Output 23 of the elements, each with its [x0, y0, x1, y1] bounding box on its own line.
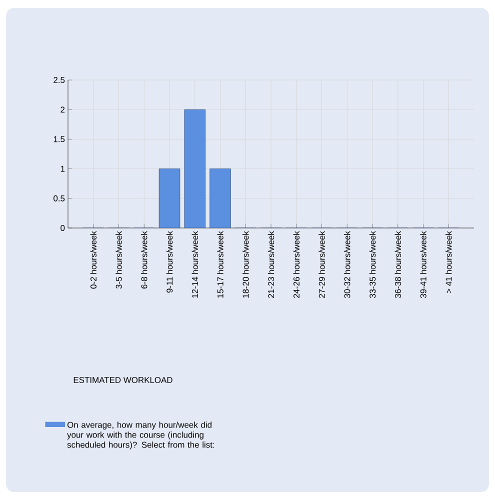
- y-tick-label: 1: [60, 166, 65, 172]
- x-tick-label: 39-41 hours/week: [420, 231, 426, 298]
- x-tick-label: 3-5 hours/week: [116, 231, 122, 289]
- y-tick-label: 2.5: [54, 77, 65, 83]
- x-tick-label: > 41 hours/week: [446, 231, 452, 293]
- x-tick-label: 24-26 hours/week: [293, 231, 300, 298]
- y-tick-label: 1.5: [54, 136, 65, 142]
- x-tick-label: 27-29 hours/week: [318, 231, 325, 298]
- y-tick-label: 2: [60, 106, 65, 113]
- x-tick-label: 0-2 hours/week: [90, 231, 96, 289]
- x-tick-label: 18-20 hours/week: [242, 231, 249, 298]
- x-tick-label: 12-14 hours/week: [192, 231, 198, 298]
- x-tick-label: 30-32 hours/week: [344, 231, 350, 298]
- x-tick-label: 33-35 hours/week: [369, 231, 376, 298]
- legend-label: On average, how many hour/week did your work with the course (including scheduled hours)? Select from the list:: [67, 422, 214, 450]
- y-tick-label: 0.5: [54, 195, 65, 202]
- x-tick-label: 21-23 hours/week: [268, 231, 274, 298]
- x-tick-label: 15-17 hours/week: [217, 231, 224, 298]
- x-tick-label: 36-38 hours/week: [394, 231, 401, 298]
- y-tick-label: 0: [60, 225, 65, 231]
- x-tick-label: 6-8 hours/week: [141, 231, 148, 288]
- text: ESTIMATED WORKLOAD: [74, 377, 172, 383]
- x-tick-label: 9-11 hours/week: [166, 231, 173, 293]
